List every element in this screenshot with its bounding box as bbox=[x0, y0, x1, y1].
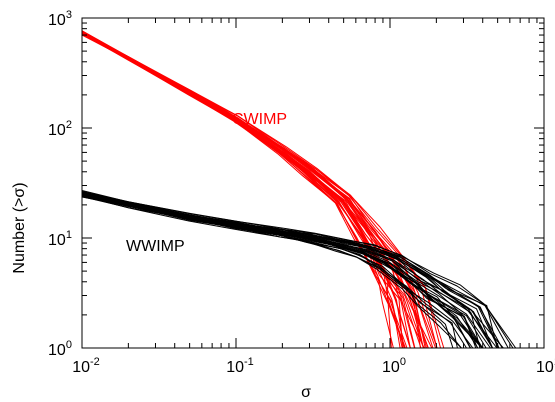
series-line-wwimp bbox=[81, 191, 517, 349]
y-tick-label-base: 10 bbox=[48, 122, 66, 139]
series-line-cwimp bbox=[81, 32, 415, 349]
x-tick-label-base: 10 bbox=[72, 359, 90, 376]
x-tick-label: 101 bbox=[536, 356, 555, 376]
plot-frame bbox=[81, 17, 545, 349]
x-axis-label: σ bbox=[301, 384, 311, 401]
y-tick-label-exponent: 1 bbox=[66, 229, 72, 241]
series-line-cwimp bbox=[81, 33, 406, 349]
series-line-wwimp bbox=[81, 195, 462, 349]
axis-ticks bbox=[81, 17, 545, 349]
series-line-cwimp bbox=[81, 33, 411, 349]
series-line-cwimp bbox=[81, 32, 425, 349]
series-line-cwimp bbox=[81, 32, 411, 349]
series-line-wwimp bbox=[81, 190, 514, 349]
x-tick-label-exponent: 1 bbox=[554, 356, 555, 368]
series-line-wwimp bbox=[81, 191, 499, 349]
series-line-cwimp bbox=[81, 31, 422, 349]
series-line-wwimp bbox=[81, 192, 504, 349]
x-tick-label-base: 10 bbox=[226, 359, 244, 376]
x-tick-label-base: 10 bbox=[382, 359, 400, 376]
x-tick-label: 10-2 bbox=[72, 356, 100, 376]
series-line-cwimp bbox=[81, 32, 433, 349]
series-line-cwimp bbox=[81, 31, 424, 349]
series-line-cwimp bbox=[81, 31, 421, 349]
series-line-cwimp bbox=[81, 30, 427, 349]
x-tick-label: 100 bbox=[382, 356, 406, 376]
y-tick-label-exponent: 0 bbox=[66, 339, 72, 351]
y-tick-label-base: 10 bbox=[48, 232, 66, 249]
y-tick-label-exponent: 3 bbox=[66, 9, 72, 21]
x-tick-label-exponent: -2 bbox=[90, 356, 100, 368]
series-line-cwimp bbox=[81, 32, 405, 349]
series-line-cwimp bbox=[81, 32, 403, 349]
series-line-cwimp bbox=[81, 32, 438, 349]
x-tick-label-base: 10 bbox=[536, 359, 554, 376]
y-tick-label-exponent: 2 bbox=[66, 119, 72, 131]
series-line-cwimp bbox=[81, 33, 401, 349]
series-line-cwimp bbox=[81, 31, 426, 349]
y-axis-label: Number (>σ) bbox=[11, 182, 28, 273]
tick-labels: 10-210-1100101100101102103 bbox=[48, 9, 555, 376]
series-line-cwimp bbox=[81, 34, 394, 349]
y-tick-label-base: 10 bbox=[48, 12, 66, 29]
y-tick-label: 101 bbox=[48, 229, 72, 249]
series-line-cwimp bbox=[81, 33, 404, 349]
series-line-cwimp bbox=[81, 34, 408, 349]
series-label-cwimp: CWIMP bbox=[232, 111, 287, 128]
series-line-cwimp bbox=[81, 30, 429, 349]
series-label-wwimp: WWIMP bbox=[126, 238, 185, 255]
x-tick-label-exponent: -1 bbox=[244, 356, 254, 368]
series-line-wwimp bbox=[81, 194, 478, 349]
series-line-cwimp bbox=[81, 32, 405, 349]
y-tick-label: 103 bbox=[48, 9, 72, 29]
y-tick-label: 100 bbox=[48, 339, 72, 359]
x-tick-label: 10-1 bbox=[226, 356, 254, 376]
series-line-wwimp bbox=[81, 196, 458, 349]
series-line-cwimp bbox=[81, 33, 406, 349]
series-line-cwimp bbox=[81, 32, 424, 349]
y-tick-label: 102 bbox=[48, 119, 72, 139]
series-line-wwimp bbox=[81, 191, 503, 349]
series-line-cwimp bbox=[81, 32, 424, 349]
series-line-cwimp bbox=[81, 30, 438, 349]
series-line-wwimp bbox=[81, 190, 509, 349]
series-line-wwimp bbox=[81, 192, 498, 349]
x-tick-label-exponent: 0 bbox=[400, 356, 406, 368]
y-tick-label-base: 10 bbox=[48, 342, 66, 359]
series-line-cwimp bbox=[81, 33, 416, 349]
series-line-cwimp bbox=[81, 30, 434, 349]
plot-lines bbox=[81, 30, 517, 349]
series-line-cwimp bbox=[81, 31, 429, 349]
series-line-cwimp bbox=[81, 33, 411, 349]
